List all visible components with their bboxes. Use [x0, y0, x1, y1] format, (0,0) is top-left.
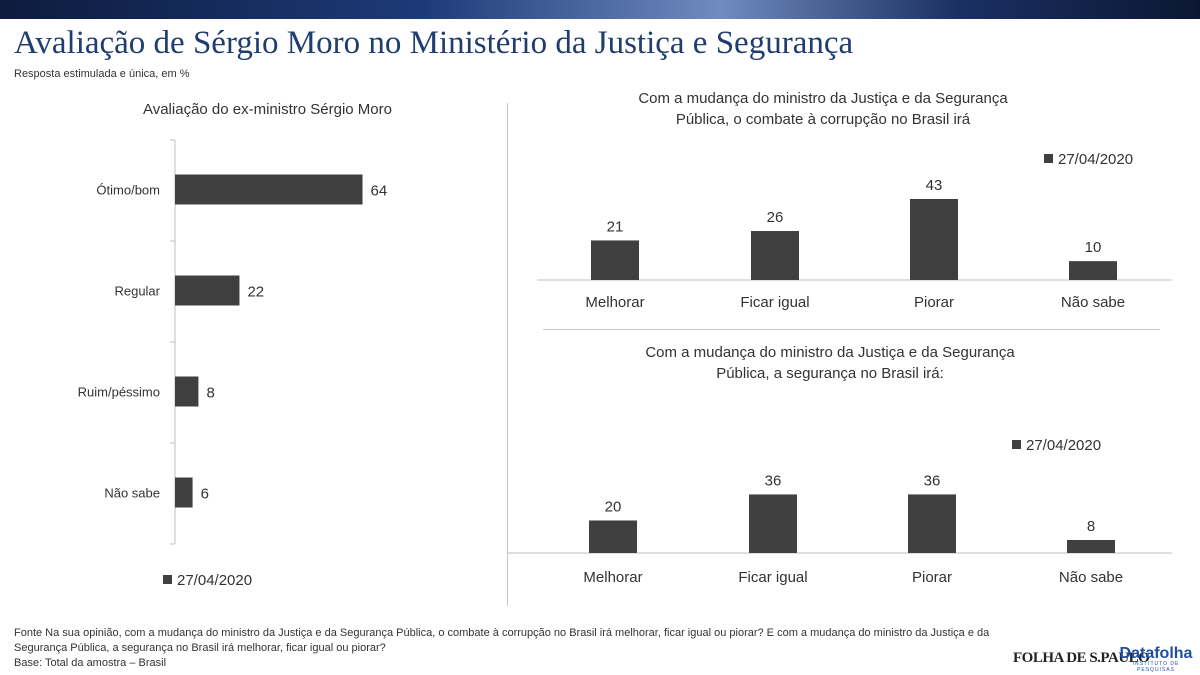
datafolha-logo: Datafolha INSTITUTO DE PESQUISAS: [1118, 645, 1194, 674]
footer-line-1: Fonte Na sua opinião, com a mudança do m…: [14, 627, 990, 639]
datafolha-logo-subtext: INSTITUTO DE PESQUISAS: [1132, 661, 1180, 673]
page-subtitle: Resposta estimulada e única, em %: [14, 68, 190, 80]
page-title: Avaliação de Sérgio Moro no Ministério d…: [14, 25, 854, 61]
chart-2-value-label-melhorar: 21: [607, 218, 624, 235]
chart-2-category-label-nao-sabe: Não sabe: [1061, 294, 1125, 311]
chart-1-category-label-otimo-bom: Ótimo/bom: [96, 183, 160, 198]
chart-3-title: Com a mudança do ministro da Justiça e d…: [567, 342, 1093, 384]
chart-3-bar-piorar: [908, 494, 956, 553]
chart-3-value-label-melhorar: 20: [605, 498, 622, 515]
chart-1-value-label-nao-sabe: 6: [201, 486, 209, 503]
horizontal-divider: [543, 329, 1160, 330]
vertical-divider: [507, 103, 508, 606]
chart-2-value-label-nao-sabe: 10: [1085, 239, 1102, 256]
chart-2-category-label-piorar: Piorar: [914, 294, 954, 311]
folha-logo: FOLHA DE S.PAULO: [1013, 650, 1150, 666]
chart-2-legend-label: 27/04/2020: [1058, 151, 1133, 168]
chart-2-legend-swatch: [1044, 154, 1053, 163]
chart-3-category-label-melhorar: Melhorar: [583, 569, 642, 586]
chart-1-bar-otimo-bom: [175, 174, 363, 205]
chart-1-bar-regular: [175, 275, 240, 306]
chart-3-value-label-ficar-igual: 36: [765, 472, 782, 489]
chart-3-bar-nao-sabe: [1067, 539, 1115, 553]
chart-2-title-line-1: Com a mudança do ministro da Justiça e d…: [638, 90, 1008, 107]
footer-notes: Fonte Na sua opinião, com a mudança do m…: [14, 626, 1034, 671]
chart-3-bar-ficar-igual: [749, 494, 797, 553]
chart-1-legend-label: 27/04/2020: [177, 572, 252, 589]
footer-line-3: Base: Total da amostra – Brasil: [14, 657, 167, 669]
chart-3-category-label-nao-sabe: Não sabe: [1059, 569, 1123, 586]
chart-2-bar-melhorar: [591, 240, 639, 280]
chart-1-legend-swatch: [163, 575, 172, 584]
chart-2-title: Com a mudança do ministro da Justiça e d…: [560, 88, 1086, 130]
chart-3-value-label-nao-sabe: 8: [1087, 518, 1095, 535]
chart-2-title-line-2: Pública, o combate à corrupção no Brasil…: [675, 111, 971, 128]
chart-1-category-label-regular: Regular: [114, 284, 160, 299]
chart-1-value-label-ruim-pessimo: 8: [206, 385, 214, 402]
chart-2-value-label-piorar: 43: [926, 177, 943, 194]
chart-1-category-label-nao-sabe: Não sabe: [104, 486, 160, 501]
chart-1-title: Avaliação do ex-ministro Sérgio Moro: [142, 101, 392, 118]
chart-2-value-label-ficar-igual: 26: [767, 209, 784, 226]
chart-3-legend-swatch: [1012, 440, 1021, 449]
chart-1-bar-nao-sabe: [175, 477, 193, 508]
chart-3-value-label-piorar: 36: [924, 472, 941, 489]
chart-3-legend-label: 27/04/2020: [1026, 437, 1101, 454]
chart-2-category-label-melhorar: Melhorar: [585, 294, 644, 311]
chart-1-value-label-otimo-bom: 64: [371, 183, 388, 200]
chart-3-title-line-2: Pública, a segurança no Brasil irá:: [716, 365, 944, 382]
chart-3-category-label-piorar: Piorar: [912, 569, 952, 586]
chart-2-bar-ficar-igual: [751, 231, 799, 280]
header-banner: [0, 0, 1200, 19]
chart-1-category-label-ruim-pessimo: Ruim/péssimo: [78, 385, 160, 400]
chart-1-value-label-regular: 22: [247, 284, 264, 301]
chart-2-bar-nao-sabe: [1069, 261, 1117, 280]
datafolha-logo-text: Datafolha: [1119, 645, 1193, 662]
chart-2-bar-piorar: [910, 198, 958, 280]
chart-3-title-line-1: Com a mudança do ministro da Justiça e d…: [645, 344, 1015, 361]
footer-line-2: Segurança Pública, a segurança no Brasil…: [14, 642, 386, 654]
chart-3-bar-melhorar: [589, 520, 637, 553]
chart-1-bar-ruim-pessimo: [175, 376, 199, 407]
chart-3-category-label-ficar-igual: Ficar igual: [738, 569, 807, 586]
chart-2-category-label-ficar-igual: Ficar igual: [740, 294, 809, 311]
